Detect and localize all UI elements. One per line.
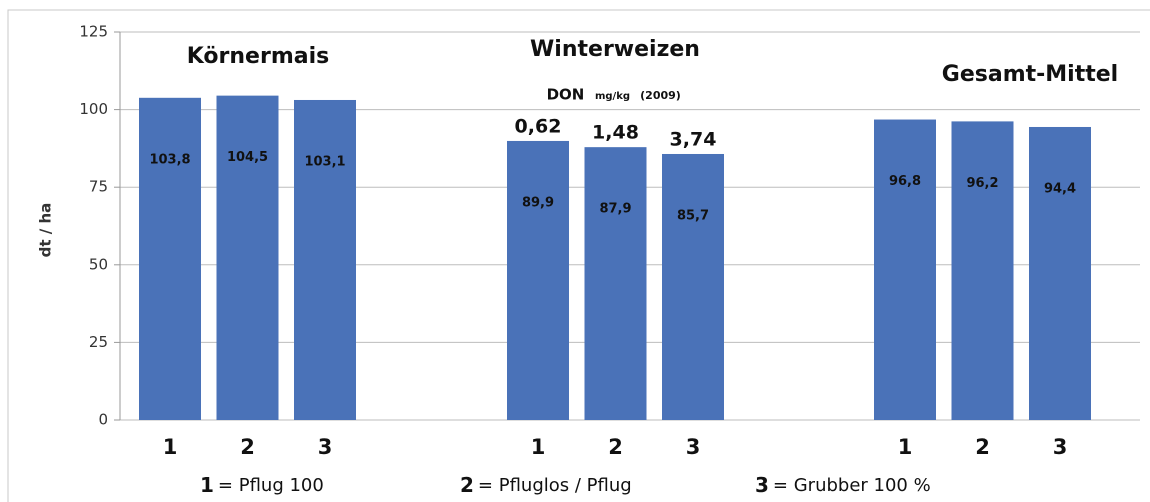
value-label: 96,8 bbox=[889, 174, 921, 189]
y-tick-label: 0 bbox=[98, 411, 108, 429]
bar bbox=[294, 99, 356, 420]
don-label: 0,62 bbox=[515, 115, 562, 137]
note-year: (2009) bbox=[640, 89, 681, 102]
legend-key: 1 bbox=[200, 473, 214, 497]
bar bbox=[662, 153, 724, 421]
legend-key: 2 bbox=[460, 473, 474, 497]
note-unit: mg/kg bbox=[595, 91, 630, 102]
x-tick-label: 1 bbox=[531, 435, 546, 459]
y-tick-label: 25 bbox=[89, 333, 108, 351]
note-title: DON bbox=[547, 86, 585, 104]
bar bbox=[1029, 126, 1091, 421]
value-label: 85,7 bbox=[677, 208, 709, 223]
legend-entry: 2 = Pfluglos / Pflug bbox=[460, 473, 632, 497]
bar bbox=[507, 140, 569, 421]
don-label: 1,48 bbox=[592, 122, 639, 144]
legend-key: 3 bbox=[755, 473, 769, 497]
legend-text: = Pflug 100 bbox=[218, 475, 324, 496]
x-tick-label: 3 bbox=[686, 435, 701, 459]
x-tick-label: 1 bbox=[898, 435, 913, 459]
legend-entry: 1 = Pflug 100 bbox=[200, 473, 324, 497]
value-label: 94,4 bbox=[1044, 181, 1076, 196]
bar bbox=[951, 121, 1014, 420]
legend-text: = Pfluglos / Pflug bbox=[478, 475, 632, 496]
y-axis-label: dt / ha bbox=[37, 203, 55, 258]
y-tick-label: 125 bbox=[79, 23, 108, 41]
value-label: 96,2 bbox=[966, 176, 998, 191]
don-label: 3,74 bbox=[670, 128, 717, 150]
y-tick-label: 100 bbox=[79, 100, 108, 118]
y-tick-label: 75 bbox=[89, 178, 108, 196]
value-label: 103,8 bbox=[149, 152, 190, 167]
y-tick-label: 50 bbox=[89, 255, 108, 273]
value-label: 87,9 bbox=[599, 202, 631, 217]
group-title: Körnermais bbox=[187, 44, 329, 69]
group-title: Winterweizen bbox=[530, 37, 700, 62]
bar bbox=[139, 97, 201, 420]
legend-entry: 3 = Grubber 100 % bbox=[755, 473, 931, 497]
chart-frame bbox=[7, 9, 1150, 502]
value-label: 89,9 bbox=[522, 195, 554, 210]
x-tick-label: 3 bbox=[318, 435, 333, 459]
value-label: 104,5 bbox=[227, 150, 268, 165]
x-tick-label: 3 bbox=[1053, 435, 1068, 459]
x-tick-label: 2 bbox=[975, 435, 990, 459]
x-tick-label: 2 bbox=[608, 435, 623, 459]
bar bbox=[216, 95, 279, 420]
group-title: Gesamt-Mittel bbox=[942, 62, 1118, 87]
value-label: 103,1 bbox=[304, 154, 345, 169]
x-tick-label: 2 bbox=[240, 435, 255, 459]
x-tick-label: 1 bbox=[163, 435, 178, 459]
legend-text: = Grubber 100 % bbox=[773, 475, 931, 496]
bar bbox=[874, 119, 936, 420]
bar bbox=[584, 147, 647, 421]
